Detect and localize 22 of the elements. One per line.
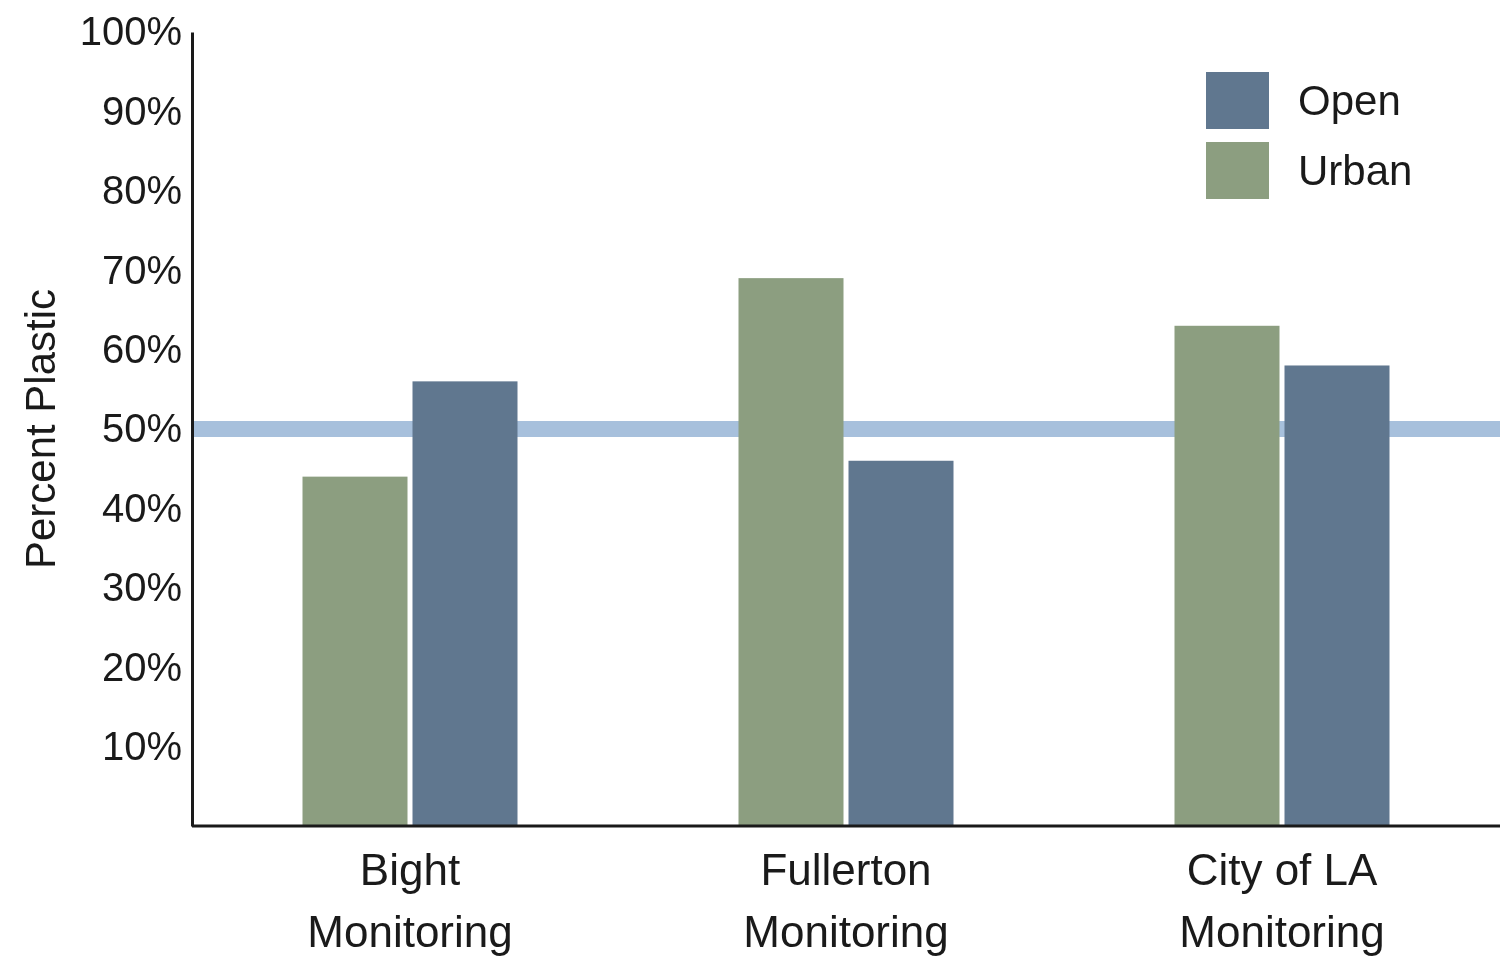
legend-label: Urban [1298, 147, 1413, 194]
bar [1284, 365, 1390, 826]
y-tick-label: 80% [101, 168, 182, 213]
bar [848, 460, 954, 826]
x-tick-label: Bight Monitoring [307, 845, 513, 956]
y-tick-label: 70% [101, 247, 182, 292]
y-tick-label: 100% [79, 9, 182, 54]
x-tick-label: City of LA Monitoring [1179, 845, 1385, 956]
y-tick-label: 30% [101, 565, 182, 610]
bar [302, 476, 408, 826]
y-axis-title: Percent Plastic [17, 288, 64, 570]
bar [412, 381, 518, 826]
y-tick-label: 40% [101, 485, 182, 530]
y-tick-label: 20% [101, 644, 182, 689]
y-tick-label: 90% [101, 88, 182, 133]
bar [1174, 325, 1280, 826]
legend-label: Open [1298, 77, 1401, 124]
bar [738, 278, 844, 826]
y-tick-label: 50% [101, 406, 182, 451]
y-tick-label: 60% [101, 326, 182, 371]
y-tick-label: 10% [101, 723, 182, 768]
x-tick-label: Fullerton Monitoring [743, 845, 949, 956]
